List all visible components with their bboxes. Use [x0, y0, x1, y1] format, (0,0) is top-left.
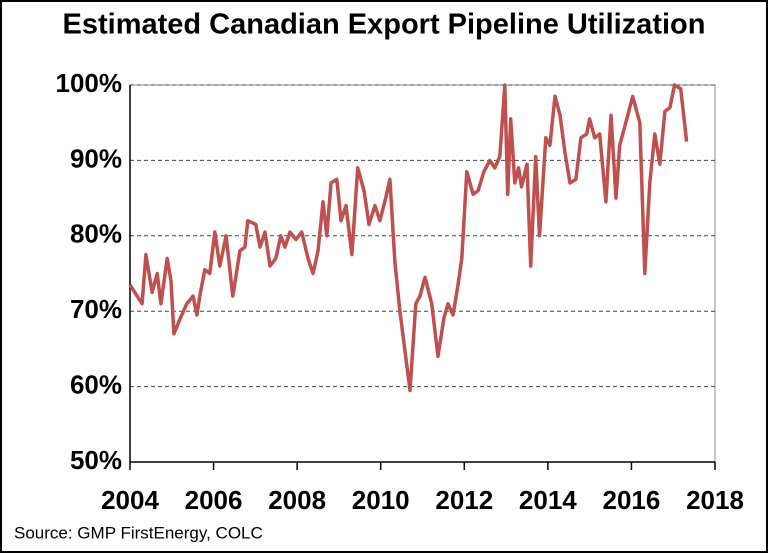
source: Source: GMP FirstEnergy, COLC — [14, 523, 263, 542]
x-tick-label: 2004 — [101, 485, 159, 515]
y-tick-label: 90% — [70, 143, 122, 173]
x-tick-label: 2018 — [686, 485, 744, 515]
y-tick-label: 80% — [70, 219, 122, 249]
chart-title: Estimated Canadian Export Pipeline Utili… — [63, 9, 706, 41]
x-tick-label: 2010 — [352, 485, 410, 515]
y-tick-label: 60% — [70, 369, 122, 399]
y-tick-label: 100% — [56, 68, 123, 98]
x-tick-label: 2014 — [519, 485, 577, 515]
x-tick-label: 2006 — [185, 485, 243, 515]
data-line — [128, 83, 689, 393]
plot-area — [129, 84, 716, 463]
y-tick-label: 70% — [70, 294, 122, 324]
y-tick-label: 50% — [70, 445, 122, 475]
x-tick-label: 2016 — [603, 485, 661, 515]
x-tick-label: 2008 — [268, 485, 326, 515]
x-tick-label: 2012 — [435, 485, 493, 515]
